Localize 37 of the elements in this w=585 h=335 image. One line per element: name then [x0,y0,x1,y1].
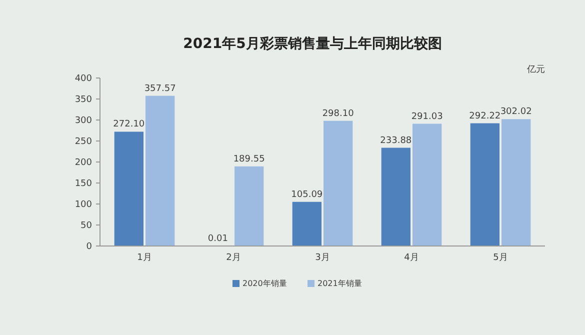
y-tick-label: 400 [74,74,92,84]
bar [114,132,144,246]
data-label: 0.01 [208,234,228,244]
y-tick-label: 150 [74,179,92,190]
chart-title: 2021年5月彩票销售量与上年同期比较图 [183,36,442,52]
y-tick-label: 0 [86,242,92,252]
bar [146,96,175,246]
bar [502,119,531,246]
y-tick-label: 350 [74,95,92,106]
y-tick-label: 250 [74,137,92,148]
data-label: 233.88 [380,136,412,146]
bar [412,124,442,246]
data-label: 302.02 [500,107,532,118]
bar [292,202,322,246]
x-tick-label: 1月 [137,253,152,263]
y-tick-label: 300 [74,116,92,126]
y-tick-label: 100 [74,200,92,210]
legend-label: 2021年销量 [318,279,362,288]
bar [470,123,500,246]
bar [324,120,353,246]
data-label: 291.03 [411,112,443,122]
data-label: 189.55 [233,154,265,164]
bar [234,166,264,246]
legend-label: 2020年销量 [242,279,287,288]
data-label: 105.09 [291,190,323,200]
y-axis-title: 亿元 [526,64,545,75]
data-label: 298.10 [322,108,354,119]
bar [381,148,410,246]
x-tick-label: 5月 [493,253,508,263]
data-label: 292.22 [469,111,501,122]
x-tick-label: 2月 [226,253,241,263]
data-label: 357.57 [144,84,176,94]
data-label: 272.10 [113,120,145,130]
x-tick-label: 4月 [404,253,419,263]
x-tick-label: 3月 [315,253,330,263]
y-tick-label: 200 [74,158,92,168]
y-tick-label: 50 [80,221,92,232]
